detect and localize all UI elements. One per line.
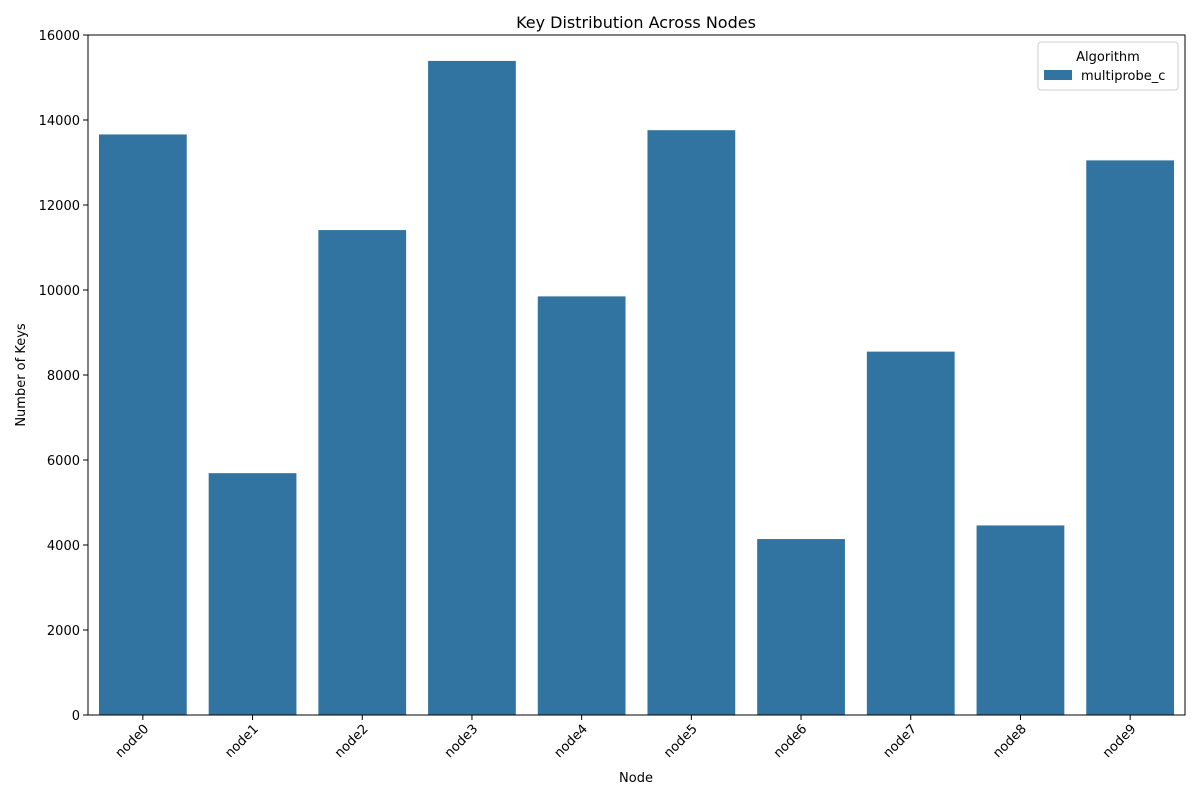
y-tick-label: 10000 <box>39 284 80 299</box>
bar-node5 <box>647 130 736 715</box>
bar-node9 <box>1086 160 1175 716</box>
bar-node0 <box>98 134 187 715</box>
bar-node8 <box>976 525 1065 715</box>
x-tick-label-node5: node5 <box>661 722 700 761</box>
y-axis-label: Number of Keys <box>14 323 29 427</box>
y-tick-label: 2000 <box>47 624 80 639</box>
legend-box <box>1037 41 1179 91</box>
x-tick-label-node4: node4 <box>552 722 591 761</box>
bar-node4 <box>537 296 626 716</box>
x-axis-label: Node <box>619 771 653 786</box>
x-tick-label-node6: node6 <box>771 722 810 761</box>
x-tick-label-node1: node1 <box>222 722 261 761</box>
y-tick-label: 0 <box>72 709 80 724</box>
x-tick-label-node3: node3 <box>442 722 481 761</box>
y-tick-label: 8000 <box>47 369 80 384</box>
chart-title: Key Distribution Across Nodes <box>516 13 756 32</box>
x-tick-label-node9: node9 <box>1100 722 1139 761</box>
bar-node6 <box>757 539 845 715</box>
bar-node7 <box>866 351 955 715</box>
legend-swatch <box>1044 70 1072 80</box>
bar-node3 <box>428 60 516 716</box>
y-tick-label: 4000 <box>47 539 80 554</box>
y-tick-label: 14000 <box>39 114 80 129</box>
plot-area <box>98 60 1175 716</box>
legend-entry-label: multiprobe_c <box>1081 69 1165 84</box>
x-tick-label-node2: node2 <box>332 722 371 761</box>
y-axis: 0 2000 4000 6000 8000 10000 12000 14000 16000 <box>39 29 88 724</box>
bar-node1 <box>208 473 297 715</box>
legend-title: Algorithm <box>1076 50 1140 65</box>
y-tick-label: 12000 <box>39 199 80 214</box>
bar-node2 <box>318 230 407 715</box>
y-tick-label: 16000 <box>39 29 80 44</box>
y-tick-label: 6000 <box>47 454 80 469</box>
x-tick-label-node8: node8 <box>990 722 1029 761</box>
legend: Algorithm multiprobe_c <box>1037 41 1179 91</box>
x-tick-label-node0: node0 <box>113 722 152 761</box>
x-tick-label-node7: node7 <box>881 722 920 761</box>
x-axis: node0 node1 node2 node3 node4 node5 node6 node7… <box>113 715 1139 761</box>
